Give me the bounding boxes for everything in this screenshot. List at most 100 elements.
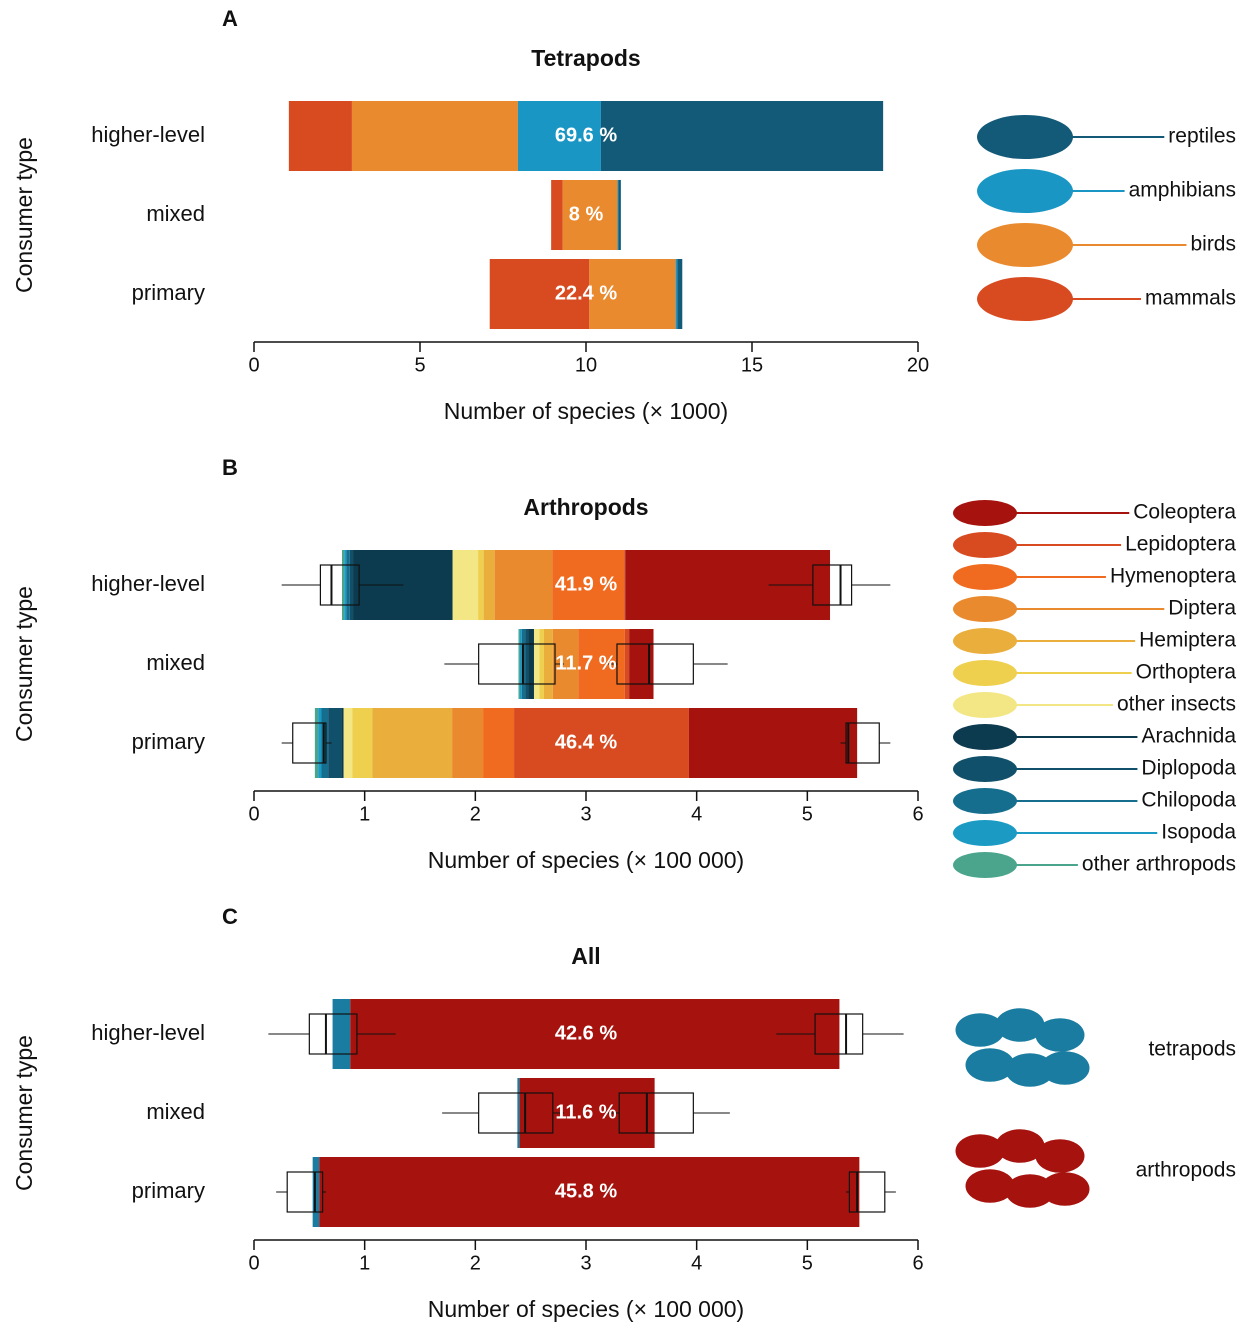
x-tick-label: 5 — [414, 354, 425, 376]
category-label: mixed — [146, 201, 205, 226]
bar-segment — [346, 550, 349, 620]
x-tick-label: 1 — [359, 1252, 370, 1274]
figure: A Tetrapods Consumer type Number of species… — [0, 0, 1246, 1325]
bar-segment — [677, 259, 682, 329]
bar-segment — [525, 629, 528, 699]
bar-segment — [551, 180, 563, 250]
bar-segment — [315, 708, 318, 778]
category-label: mixed — [146, 1099, 205, 1124]
x-tick-label: 3 — [580, 1252, 591, 1274]
x-axis-label: Number of species (× 100 000) — [428, 847, 744, 873]
share-label: 45.8 % — [555, 1180, 617, 1202]
legend-label: other arthropods — [1082, 853, 1236, 876]
legend-label: other insects — [1117, 693, 1236, 716]
bar-segment — [318, 708, 321, 778]
legend-icon — [1036, 1139, 1085, 1173]
x-tick-label: 6 — [912, 1252, 923, 1274]
legend-icon — [1041, 1172, 1090, 1206]
bar-segment — [333, 999, 351, 1069]
bar-segment — [544, 629, 553, 699]
panel-letter: A — [222, 6, 238, 31]
x-tick-label: 5 — [802, 1252, 813, 1274]
bar-segment — [520, 629, 522, 699]
x-axis-label: Number of species (× 1000) — [444, 398, 728, 424]
share-label: 46.4 % — [555, 731, 617, 753]
x-axis-label: Number of species (× 100 000) — [428, 1296, 744, 1322]
bar-segment — [342, 550, 344, 620]
category-label: higher-level — [91, 571, 205, 596]
panel-letter: C — [222, 904, 238, 929]
bar-segment — [352, 101, 518, 171]
category-label: higher-level — [91, 122, 205, 147]
x-tick-label: 15 — [741, 354, 763, 376]
legend-label: Arachnida — [1141, 725, 1236, 748]
x-tick-label: 0 — [248, 1252, 259, 1274]
legend-label: mammals — [1145, 287, 1236, 310]
x-tick-label: 0 — [248, 354, 259, 376]
bar-segment — [517, 1078, 519, 1148]
x-tick-label: 1 — [359, 803, 370, 825]
share-label: 42.6 % — [555, 1022, 617, 1044]
legend-label: reptiles — [1168, 125, 1236, 148]
legend-label: amphibians — [1129, 179, 1236, 202]
bar-segment — [350, 550, 353, 620]
share-label: 8 % — [569, 203, 604, 225]
bar-segment — [478, 550, 484, 620]
y-axis-label: Consumer type — [11, 586, 37, 742]
bar-segment — [625, 629, 629, 699]
bar-segment — [344, 550, 346, 620]
x-tick-label: 3 — [580, 803, 591, 825]
bar-segment — [483, 708, 514, 778]
chart-title: Arthropods — [523, 494, 648, 520]
bar-segment — [518, 629, 519, 699]
share-label: 41.9 % — [555, 573, 617, 595]
legend-label: Hemiptera — [1139, 629, 1236, 652]
bar-segment — [534, 629, 540, 699]
legend-label: Isopoda — [1161, 821, 1236, 844]
bar-segment — [601, 101, 883, 171]
y-axis-label: Consumer type — [11, 137, 37, 293]
bar-segment — [289, 101, 352, 171]
bar-segment — [618, 180, 619, 250]
bar-segment — [453, 550, 478, 620]
bar-segment — [689, 708, 857, 778]
x-tick-label: 4 — [691, 1252, 702, 1274]
x-tick-label: 6 — [912, 803, 923, 825]
bar-segment — [344, 708, 353, 778]
x-tick-label: 5 — [802, 803, 813, 825]
x-tick-label: 2 — [470, 803, 481, 825]
x-tick-label: 20 — [907, 354, 929, 376]
legend-label: Diptera — [1168, 597, 1236, 620]
panel-letter: B — [222, 455, 238, 480]
bar-segment — [540, 629, 544, 699]
share-label: 11.7 % — [555, 652, 616, 674]
bar-segment — [452, 708, 483, 778]
bar-segment — [341, 708, 343, 778]
legend-label: Diplopoda — [1141, 757, 1236, 780]
legend-label: Lepidoptera — [1125, 533, 1236, 556]
legend-label: arthropods — [1136, 1159, 1236, 1182]
legend-label: birds — [1190, 233, 1236, 256]
share-label: 11.6 % — [555, 1101, 616, 1123]
bar-segment — [313, 1157, 320, 1227]
bar-segment — [495, 550, 553, 620]
share-label: 69.6 % — [555, 124, 617, 146]
legend-label: Orthoptera — [1136, 661, 1237, 684]
bar-segment — [676, 259, 678, 329]
x-tick-label: 0 — [248, 803, 259, 825]
x-tick-label: 4 — [691, 803, 702, 825]
bar-segment — [372, 708, 452, 778]
legend-label: tetrapods — [1148, 1038, 1236, 1061]
bar-segment — [484, 550, 495, 620]
legend-label: Chilopoda — [1141, 789, 1236, 812]
bar-segment — [619, 180, 621, 250]
category-label: mixed — [146, 650, 205, 675]
bar-segment — [352, 708, 372, 778]
legend-icon — [1041, 1051, 1090, 1085]
legend-label: Hymenoptera — [1110, 565, 1236, 588]
legend-icon — [1036, 1018, 1085, 1052]
chart-title: Tetrapods — [531, 45, 640, 71]
legend-label: Coleoptera — [1133, 501, 1236, 524]
category-label: primary — [132, 729, 205, 754]
y-axis-label: Consumer type — [11, 1035, 37, 1191]
